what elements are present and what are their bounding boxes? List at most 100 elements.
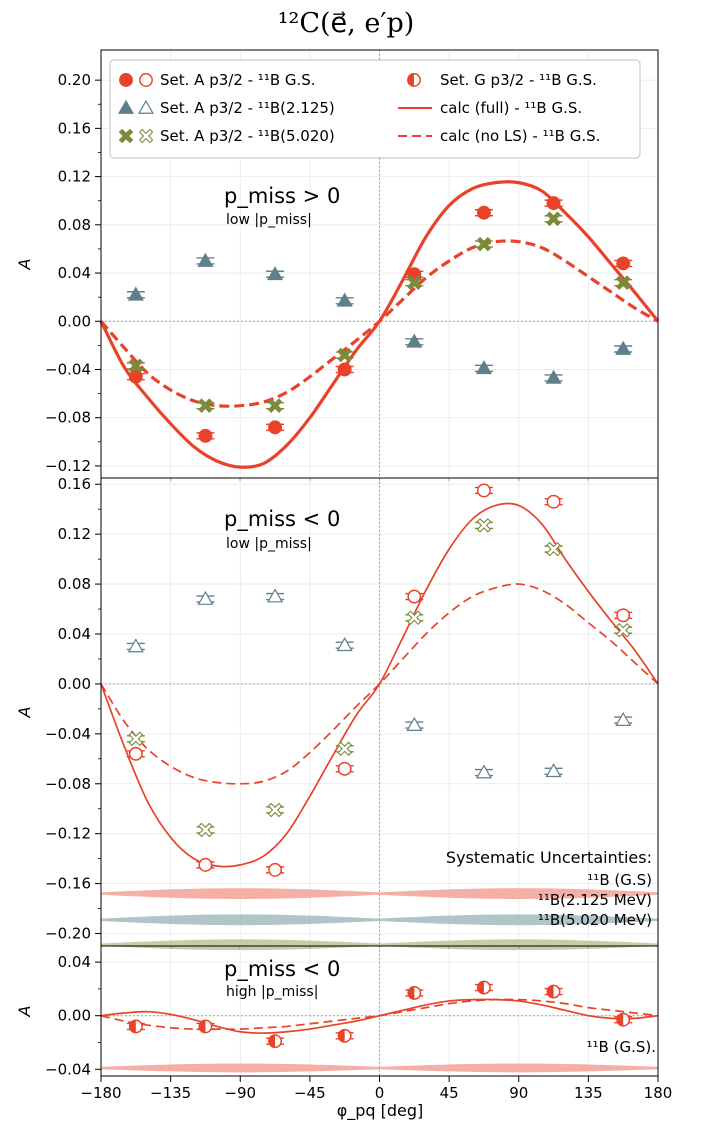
data-point (616, 256, 631, 271)
data-point (198, 428, 213, 443)
data-point (546, 541, 561, 557)
data-point (407, 275, 422, 290)
data-point (337, 1028, 352, 1043)
panel-3: −0.04 0.00 0.04 −180 −135 −90 −45 0 45 90 135 180 Ap… (15, 945, 673, 1102)
data-point (476, 236, 492, 252)
y-tick-label: −0.04 (45, 725, 91, 743)
legend-marker (139, 73, 153, 87)
data-point (128, 1019, 143, 1034)
x-tick-label: 180 (644, 1084, 673, 1102)
panel-annotation-sub: low |p_miss| (226, 536, 312, 552)
x-tick-label: 0 (375, 1084, 385, 1102)
data-point (128, 731, 144, 747)
data-point (267, 588, 284, 603)
data-point (267, 266, 284, 281)
data-point (337, 761, 352, 776)
legend-marker (117, 99, 135, 114)
y-tick-label: 0.04 (58, 625, 91, 643)
legend-marker (119, 73, 133, 87)
data-point (615, 275, 631, 290)
data-point (267, 398, 283, 413)
panel-2: −0.20 −0.16 −0.12 −0.08 −0.04 0.00 0.04 0.08 0.1… (15, 475, 659, 951)
data-point (128, 358, 144, 374)
data-point (476, 483, 491, 498)
data-point (128, 369, 143, 384)
data-point (546, 196, 561, 211)
data-point (198, 398, 213, 413)
data-point (406, 716, 423, 731)
data-point (407, 610, 422, 626)
panel-annotation-main: p_miss < 0 (224, 507, 340, 532)
data-point (198, 1019, 213, 1034)
data-point (128, 746, 143, 761)
legend-label: Set. A p3/2 - ¹¹B G.S. (160, 71, 316, 89)
data-point (546, 211, 561, 227)
y-tick-label: 0.16 (58, 475, 91, 493)
y-tick-label: −0.16 (45, 875, 91, 893)
data-point (545, 763, 562, 778)
legend-marker (118, 128, 134, 144)
data-point (337, 347, 352, 363)
x-tick-label: −135 (150, 1084, 191, 1102)
data-point (615, 340, 632, 355)
legend-label: calc (no LS) - ¹¹B G.S. (440, 127, 600, 145)
systematic-label: ¹¹B(5.020 MeV) (538, 911, 652, 929)
y-tick-label: −0.04 (45, 360, 91, 378)
systematic-band (101, 914, 658, 926)
y-tick-label: 0.00 (58, 312, 91, 330)
data-point (615, 622, 631, 638)
y-tick-label: −0.12 (45, 825, 91, 843)
systematic-label: ¹¹B (G.S). (587, 1038, 656, 1056)
figure-title: ¹²C(e⃗, e′p) (278, 8, 415, 39)
systematic-label: ¹¹B (G.S) (587, 871, 652, 889)
data-point (268, 1034, 283, 1049)
grid (100, 478, 659, 946)
legend-label: Set. A p3/2 - ¹¹B(2.125) (160, 99, 335, 117)
data-point (337, 362, 352, 377)
curve-no-ls (100, 583, 659, 785)
panel-annotation-sub: high |p_miss| (226, 984, 318, 1000)
data-point (336, 637, 353, 652)
data-point (545, 369, 562, 384)
curve-no-ls (100, 998, 659, 1031)
data-point (475, 764, 492, 779)
y-tick-label: 0.04 (58, 953, 91, 971)
legend-marker (138, 128, 154, 144)
y-tick-label: −0.12 (45, 457, 91, 475)
data-point (337, 741, 352, 757)
data-point (476, 980, 491, 995)
y-tick-label: 0.04 (58, 264, 91, 282)
x-tick-label: 90 (509, 1084, 528, 1102)
x-tick-label: −180 (80, 1084, 121, 1102)
y-tick-label: 0.00 (58, 1007, 91, 1025)
data-point (476, 518, 492, 533)
data-point (198, 857, 213, 872)
y-tick-label: −0.20 (45, 925, 91, 943)
data-point (475, 360, 492, 375)
data-point (198, 822, 213, 838)
data-point (197, 252, 214, 267)
data-point (407, 589, 422, 604)
y-tick-label: −0.04 (45, 1060, 91, 1078)
legend-marker (137, 99, 155, 114)
data-point (407, 985, 422, 1000)
panel-annotation-main: p_miss > 0 (224, 184, 340, 209)
data-point (268, 420, 283, 435)
systematic-title: Systematic Uncertainties: (446, 848, 652, 867)
curve-no-ls (99, 239, 659, 408)
y-tick-label: 0.08 (58, 575, 91, 593)
y-tick-label: 0.12 (58, 525, 91, 543)
data-point (616, 1012, 631, 1027)
legend-box (109, 59, 641, 159)
y-tick-label: 0.08 (58, 216, 91, 234)
data-point (476, 205, 491, 220)
panels: −0.12 −0.08 −0.04 0.00 0.04 0.08 0.12 0.16 0.20 A… (15, 49, 673, 1102)
legend-label: Set. A p3/2 - ¹¹B(5.020) (160, 127, 335, 145)
y-tick-label: 0.00 (58, 675, 91, 693)
systematic-band (101, 888, 658, 899)
y-axis-label: A (15, 707, 34, 719)
systematic-label: ¹¹B(2.125 MeV) (538, 891, 652, 909)
x-tick-label: −45 (294, 1084, 326, 1102)
data-point (616, 608, 631, 623)
legend-label: calc (full) - ¹¹B G.S. (440, 99, 582, 117)
